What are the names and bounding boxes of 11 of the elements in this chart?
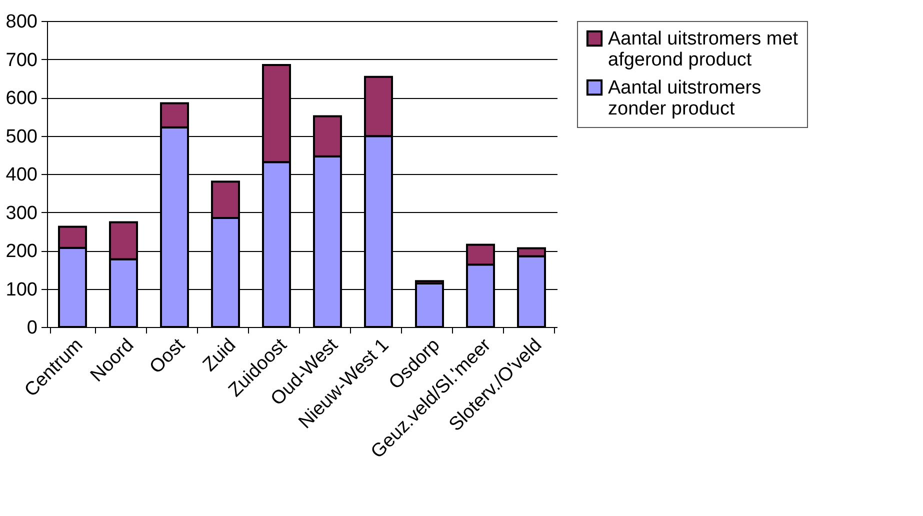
y-tick-label: 300 [6, 202, 38, 224]
y-tick-label: 800 [6, 12, 38, 32]
legend-label: Aantal uitstromers zonder product [608, 78, 762, 120]
legend-label: Aantal uitstromers met afgerond product [608, 28, 799, 70]
y-tick-label: 700 [6, 50, 38, 71]
y-tick-label: 400 [6, 164, 38, 186]
y-tick-label: 500 [6, 126, 38, 148]
y-tick-label: 0 [26, 318, 38, 338]
y-tick-label: 100 [6, 279, 38, 300]
y-tick-label: 600 [6, 88, 38, 109]
y-tick-label: 200 [6, 241, 38, 262]
